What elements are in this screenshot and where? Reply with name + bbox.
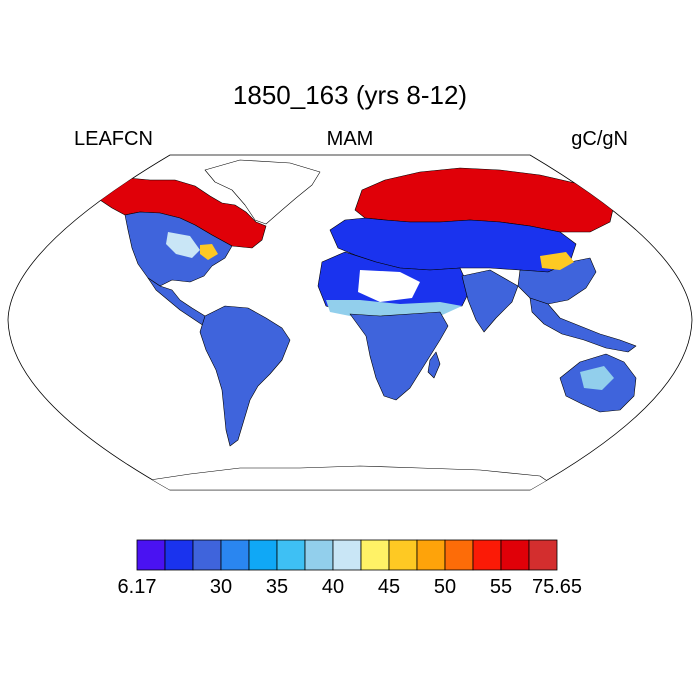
map-title: 1850_163 (yrs 8-12) xyxy=(232,80,468,110)
australia-light xyxy=(580,366,614,390)
colorbar-tick-label: 40 xyxy=(321,576,345,598)
colorbar-swatch xyxy=(220,539,250,571)
colorbar-swatch xyxy=(136,539,166,571)
colorbar-tick-label: 35 xyxy=(265,576,289,598)
south-america xyxy=(199,305,291,447)
colorbar-swatch xyxy=(304,539,334,571)
antarctica-outline xyxy=(149,465,561,490)
colorbar-tick-label: 30 xyxy=(209,576,233,598)
colorbar-swatch xyxy=(472,539,502,571)
colorbar-swatch xyxy=(416,539,446,571)
variable-label: LEAFCN xyxy=(74,128,153,150)
colorbar-swatch xyxy=(276,539,306,571)
southeast-asia xyxy=(529,297,637,353)
colorbar-tick-label: 45 xyxy=(377,576,401,598)
north-america-cream xyxy=(166,232,200,258)
sahara-white xyxy=(358,270,420,302)
season-label: MAM xyxy=(326,128,374,150)
colorbar-tick-label: 55 xyxy=(489,576,513,598)
colorbar-swatch xyxy=(528,539,558,571)
colorbar-tick-label: 50 xyxy=(433,576,457,598)
colorbar-swatch xyxy=(360,539,390,571)
colorbar-swatch xyxy=(192,539,222,571)
colorbar-swatch xyxy=(164,539,194,571)
colorbar-swatch xyxy=(332,539,362,571)
madagascar xyxy=(427,351,441,379)
africa-south xyxy=(349,311,449,401)
east-asia-yellow xyxy=(540,252,574,270)
greenland-outline xyxy=(204,159,321,225)
colorbar-swatch xyxy=(500,539,530,571)
us-east-yellow-patch xyxy=(200,244,218,260)
units-label: gC/gN xyxy=(571,128,628,150)
colorbar-swatch xyxy=(444,539,474,571)
colorbar-tick-label: 6.17 xyxy=(117,576,157,598)
colorbar-swatch xyxy=(388,539,418,571)
india xyxy=(461,269,519,333)
colorbar-tick-label: 75.65 xyxy=(531,576,583,598)
colorbar-swatch xyxy=(248,539,278,571)
